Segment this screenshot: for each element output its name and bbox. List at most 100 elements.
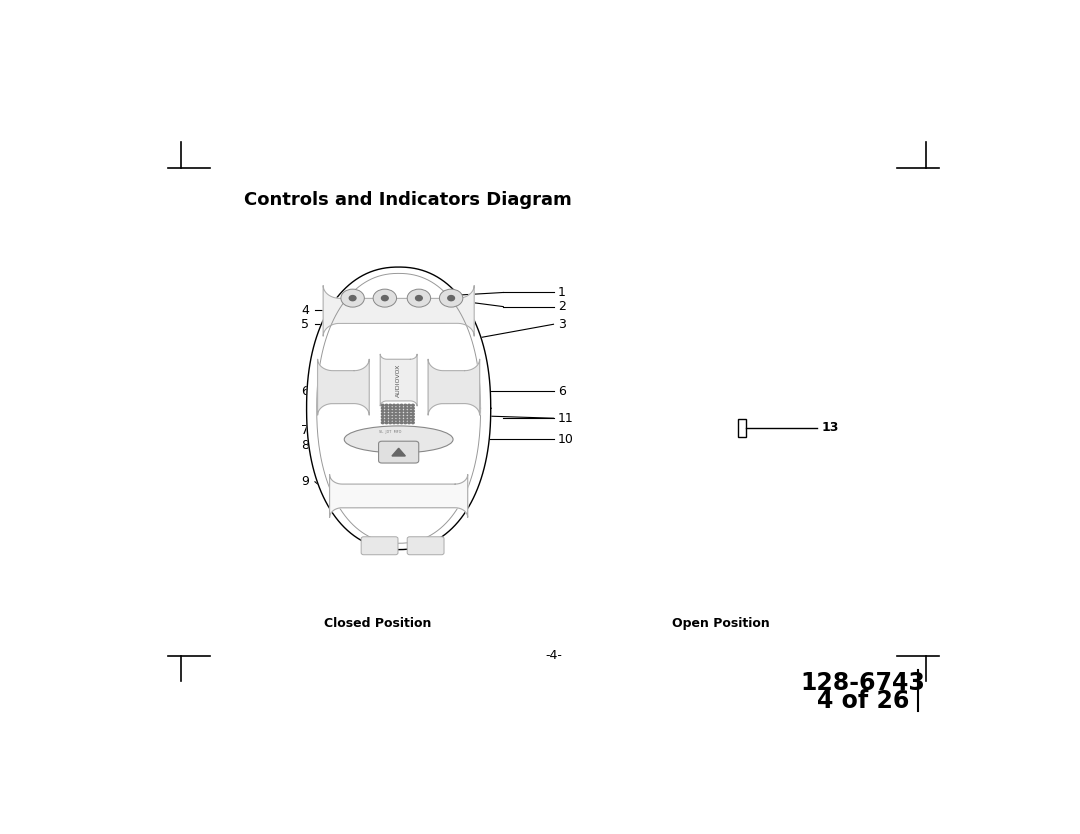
Text: 9: 9: [301, 475, 309, 488]
Circle shape: [381, 419, 384, 421]
Circle shape: [404, 419, 407, 421]
Circle shape: [389, 404, 392, 406]
Text: 4 of 26: 4 of 26: [816, 689, 909, 712]
Circle shape: [386, 410, 388, 412]
Ellipse shape: [345, 426, 454, 453]
Circle shape: [381, 416, 384, 418]
Polygon shape: [380, 354, 417, 406]
Circle shape: [389, 416, 392, 418]
Circle shape: [411, 422, 415, 424]
Circle shape: [381, 410, 384, 412]
Circle shape: [411, 410, 415, 412]
Circle shape: [341, 289, 364, 307]
Circle shape: [396, 422, 400, 424]
Circle shape: [373, 289, 396, 307]
Text: 6: 6: [301, 384, 309, 398]
Circle shape: [408, 410, 410, 412]
Circle shape: [393, 407, 395, 409]
Text: 1: 1: [557, 286, 566, 299]
FancyBboxPatch shape: [361, 537, 399, 555]
Circle shape: [408, 416, 410, 418]
Circle shape: [416, 295, 422, 301]
Circle shape: [404, 404, 407, 406]
Circle shape: [381, 422, 384, 424]
Circle shape: [401, 404, 403, 406]
Text: 6: 6: [557, 384, 566, 398]
Circle shape: [393, 410, 395, 412]
Circle shape: [411, 407, 415, 409]
Circle shape: [393, 404, 395, 406]
Circle shape: [381, 404, 384, 406]
Circle shape: [393, 416, 395, 418]
Polygon shape: [392, 448, 405, 456]
Text: 3: 3: [557, 318, 566, 331]
Circle shape: [389, 413, 392, 415]
Circle shape: [396, 404, 400, 406]
Circle shape: [389, 407, 392, 409]
Circle shape: [401, 407, 403, 409]
Polygon shape: [323, 285, 474, 336]
Circle shape: [381, 407, 384, 409]
Text: 11: 11: [557, 412, 573, 425]
Circle shape: [411, 413, 415, 415]
Text: 2: 2: [557, 300, 566, 313]
Circle shape: [386, 407, 388, 409]
Text: Controls and Indicators Diagram: Controls and Indicators Diagram: [244, 191, 571, 208]
Circle shape: [404, 413, 407, 415]
Text: 7: 7: [301, 425, 309, 437]
FancyBboxPatch shape: [379, 441, 419, 463]
Bar: [738, 419, 746, 436]
Circle shape: [401, 413, 403, 415]
Circle shape: [404, 422, 407, 424]
Circle shape: [396, 410, 400, 412]
Text: 4: 4: [301, 304, 309, 317]
Text: SL  JDT  MFO: SL JDT MFO: [379, 430, 402, 435]
Circle shape: [386, 413, 388, 415]
Circle shape: [393, 413, 395, 415]
Polygon shape: [318, 359, 369, 415]
Circle shape: [448, 295, 455, 301]
Text: 10: 10: [557, 433, 573, 446]
Circle shape: [381, 295, 388, 301]
Circle shape: [401, 419, 403, 421]
Polygon shape: [428, 359, 480, 415]
Circle shape: [440, 289, 463, 307]
Circle shape: [408, 419, 410, 421]
Circle shape: [393, 419, 395, 421]
Circle shape: [349, 295, 356, 301]
Circle shape: [389, 410, 392, 412]
FancyBboxPatch shape: [407, 537, 444, 555]
Circle shape: [396, 419, 400, 421]
Circle shape: [396, 413, 400, 415]
Circle shape: [401, 410, 403, 412]
Circle shape: [386, 422, 388, 424]
Circle shape: [386, 416, 388, 418]
Circle shape: [396, 407, 400, 409]
Circle shape: [401, 422, 403, 424]
Circle shape: [389, 419, 392, 421]
Text: 8: 8: [301, 440, 309, 452]
Text: 128-6743: 128-6743: [800, 671, 926, 696]
Circle shape: [411, 404, 415, 406]
Circle shape: [404, 410, 407, 412]
Text: -4-: -4-: [545, 649, 562, 662]
Circle shape: [408, 422, 410, 424]
Circle shape: [381, 413, 384, 415]
Circle shape: [396, 416, 400, 418]
Circle shape: [407, 289, 431, 307]
Polygon shape: [329, 475, 468, 517]
Circle shape: [408, 407, 410, 409]
Text: Closed Position: Closed Position: [324, 617, 431, 630]
Circle shape: [404, 416, 407, 418]
Circle shape: [411, 416, 415, 418]
Polygon shape: [307, 267, 490, 550]
Circle shape: [386, 419, 388, 421]
Circle shape: [393, 422, 395, 424]
Circle shape: [389, 422, 392, 424]
Text: AUDIOVOX: AUDIOVOX: [396, 364, 401, 397]
Circle shape: [411, 419, 415, 421]
Circle shape: [408, 413, 410, 415]
Circle shape: [386, 404, 388, 406]
Circle shape: [404, 407, 407, 409]
Text: 13: 13: [821, 421, 839, 434]
